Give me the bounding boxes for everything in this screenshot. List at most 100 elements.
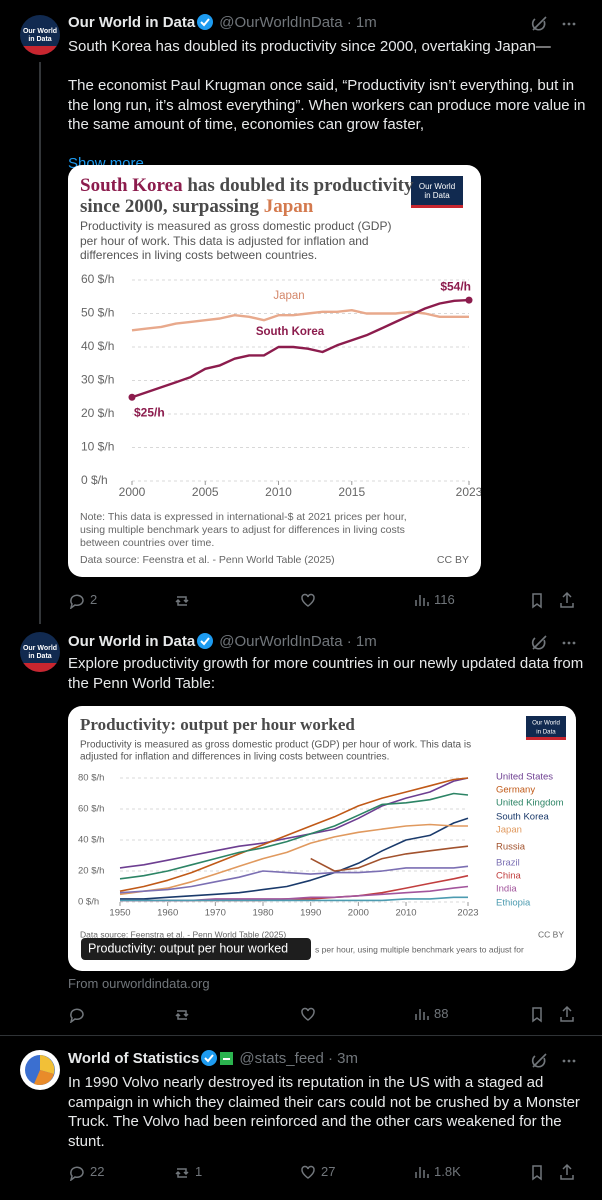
y-tick-label: 40 $/h — [78, 835, 104, 846]
tweet-header: Our World in Data @OurWorldInData · 1m — [68, 12, 377, 32]
more-dot[interactable] — [567, 1059, 571, 1063]
series-line — [119, 777, 469, 869]
chart-title: since 2000, surpassing Japan — [80, 196, 314, 217]
y-tick-label: 0 $/h — [78, 897, 99, 908]
logo-band — [411, 205, 463, 208]
bookmark-button[interactable] — [528, 1005, 546, 1023]
like-icon — [301, 593, 315, 607]
views-button[interactable] — [412, 1163, 430, 1181]
reply-button[interactable] — [68, 591, 86, 609]
bookmark-button[interactable] — [528, 1163, 546, 1181]
chart-subtitle: differences in living costs between coun… — [80, 248, 317, 262]
more-dot[interactable] — [567, 22, 571, 26]
avatar-text: Our World — [23, 28, 57, 35]
series-label: Japan — [273, 290, 304, 302]
paragraph: Explore productivity growth for more cou… — [68, 655, 584, 692]
x-tick-label: 2000 — [348, 908, 369, 919]
author[interactable]: Our World in Data — [68, 632, 196, 650]
more-dot[interactable] — [572, 22, 576, 26]
image-card[interactable]: Our World in Data Productivity: output per… — [68, 706, 576, 971]
like-button[interactable] — [299, 1163, 317, 1181]
share-button[interactable] — [558, 1163, 576, 1181]
views-button[interactable] — [412, 1005, 430, 1023]
handle[interactable]: @OurWorldInData · 1m — [219, 13, 377, 31]
logo — [526, 716, 566, 740]
views-icon — [415, 595, 429, 606]
y-tick-label: 10 $/h — [81, 440, 114, 454]
repost-button[interactable] — [173, 1163, 191, 1181]
bookmark-button[interactable] — [528, 591, 546, 609]
author[interactable]: World of Statistics — [68, 1049, 200, 1067]
series-line — [310, 845, 469, 872]
legend-label: Japan — [496, 825, 522, 836]
image-card[interactable]: Our World in Data South Korea has doubled … — [68, 165, 481, 577]
series-line — [119, 823, 468, 896]
avatar[interactable]: Our World in Data — [20, 15, 60, 55]
replies-count: 2 — [90, 592, 98, 607]
reply-button[interactable] — [68, 1005, 86, 1023]
title-part: South Korea — [80, 175, 183, 196]
avatar[interactable]: Our World in Data — [20, 632, 60, 672]
repost-button[interactable] — [173, 1005, 191, 1023]
alt-badge-text: Productivity: output per hour worked — [88, 941, 288, 955]
x-tick-label: 1970 — [205, 908, 226, 919]
grok-icon[interactable] — [531, 635, 547, 650]
replies-count: 22 — [90, 1164, 105, 1179]
x-tick-label: 2010 — [265, 485, 292, 499]
logo — [411, 176, 463, 208]
repost-button[interactable] — [173, 591, 191, 609]
legend-label: Brazil — [496, 858, 520, 869]
share-button[interactable] — [558, 1005, 576, 1023]
grok-icon[interactable] — [531, 1053, 547, 1068]
bookmark-icon — [532, 1165, 542, 1181]
y-tick-label: 80 $/h — [78, 773, 104, 784]
tweet-text: In 1990 Volvo nearly destroyed its reput… — [68, 1073, 590, 1151]
alt-badge[interactable] — [81, 938, 311, 960]
grok-icon[interactable] — [531, 16, 547, 31]
series-line — [119, 777, 469, 892]
handle[interactable]: @stats_feed · 3m — [239, 1049, 359, 1067]
more-dot[interactable] — [572, 641, 576, 645]
reply-button[interactable] — [68, 1163, 86, 1181]
chart-subtitle: Productivity is measured as gross domest… — [80, 740, 471, 751]
logo-text: in Data — [424, 191, 450, 200]
x-tick-label: 1950 — [109, 908, 130, 919]
reply-icon — [69, 594, 84, 609]
author[interactable]: Our World in Data — [68, 13, 196, 31]
like-icon — [301, 1007, 315, 1021]
link-source[interactable]: From ourworldindata.org — [68, 976, 210, 991]
views-button[interactable] — [412, 591, 430, 609]
avatar[interactable] — [20, 1050, 60, 1090]
tweet-text: South Korea has doubled its productivity… — [68, 37, 590, 174]
thread-line — [39, 62, 41, 624]
handle[interactable]: @OurWorldInData · 1m — [219, 632, 377, 650]
more-dot[interactable] — [562, 641, 566, 645]
legend-label: Germany — [496, 785, 535, 796]
series-line — [131, 309, 469, 332]
share-button[interactable] — [558, 591, 576, 609]
x-tick-label: 1990 — [300, 908, 321, 919]
views-icon — [415, 1167, 429, 1178]
views-count: 116 — [434, 592, 455, 607]
like-button[interactable] — [299, 591, 317, 609]
logo-text: Our World — [419, 182, 455, 191]
more-dot[interactable] — [567, 641, 571, 645]
y-tick-label: 40 $/h — [81, 339, 114, 353]
chart-source: Data source: Feenstra et al. - Penn Worl… — [80, 929, 286, 939]
like-button[interactable] — [299, 1005, 317, 1023]
views-count: 88 — [434, 1006, 449, 1021]
more-dot[interactable] — [562, 1059, 566, 1063]
more-dot[interactable] — [562, 22, 566, 26]
y-tick-label: 20 $/h — [78, 866, 104, 877]
value-label: $25/h — [134, 405, 165, 419]
y-tick-label: 60 $/h — [78, 804, 104, 815]
bookmark-icon — [532, 593, 542, 609]
more-dot[interactable] — [572, 1059, 576, 1063]
legend-label: India — [496, 884, 517, 895]
x-tick-label: 1980 — [252, 908, 273, 919]
series-line — [131, 298, 470, 399]
share-icon — [560, 1163, 574, 1180]
x-tick-label: 2015 — [338, 485, 365, 499]
